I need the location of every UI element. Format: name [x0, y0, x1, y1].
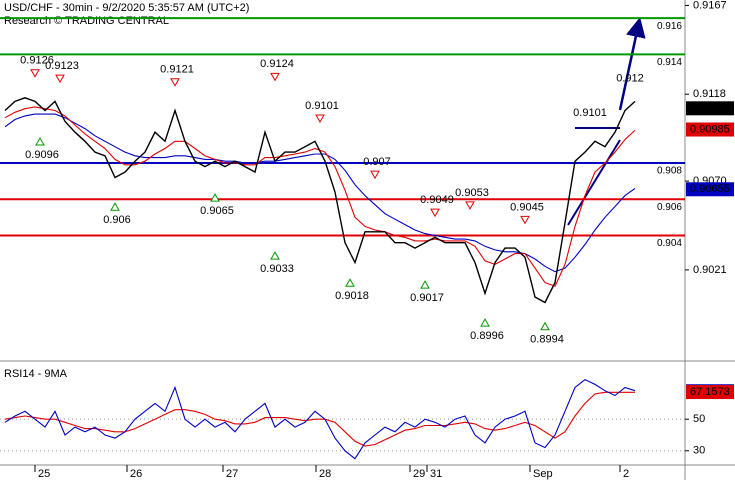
series-line — [4, 378, 636, 460]
price-tag — [686, 101, 734, 116]
swing-low-label: 0.9017 — [410, 292, 444, 304]
swing-low-marker — [480, 318, 490, 327]
swing-low-label: 0.9018 — [335, 290, 369, 302]
swing-high-label: 0.9053 — [455, 187, 489, 199]
swing-high-marker — [170, 78, 180, 87]
swing-high-marker — [30, 69, 40, 78]
swing-low-label: 0.9096 — [25, 149, 59, 161]
price-line — [4, 97, 636, 304]
swing-low-marker — [35, 137, 45, 146]
x-tick-label: 2 — [623, 468, 629, 480]
swing-high-marker — [55, 74, 65, 84]
series-line — [4, 113, 636, 273]
swing-high-label: 0.9124 — [260, 58, 294, 70]
price-label: 0.912 — [616, 72, 644, 84]
swing-high-marker — [465, 201, 475, 210]
y-tick-label: 30 — [693, 445, 705, 457]
swing-low-label: 0.8996 — [470, 330, 504, 342]
x-tick-label: 28 — [319, 468, 331, 480]
level-label: 0.916 — [657, 21, 682, 32]
swing-low-label: 0.9033 — [260, 263, 294, 275]
level-label: 0.908 — [657, 166, 682, 177]
swing-high-marker — [430, 208, 440, 218]
x-tick-label: 29 — [413, 468, 425, 480]
level-label: 0.904 — [657, 238, 682, 249]
x-tick-label: 26 — [130, 468, 142, 480]
y-tick-label: 0.9167 — [693, 0, 727, 11]
level-label: 0.906 — [657, 202, 682, 213]
price-tag — [686, 122, 734, 137]
swing-low-marker — [270, 251, 280, 260]
swing-high-label: 0.9101 — [305, 100, 339, 112]
forecast-arrow — [618, 17, 646, 111]
swing-high-marker — [520, 215, 530, 225]
x-tick-label: 27 — [226, 468, 238, 480]
swing-high-label: 0.9045 — [510, 201, 544, 213]
swing-high-marker — [315, 114, 325, 123]
swing-high-label: 0.9123 — [45, 60, 79, 72]
price-tag — [686, 182, 734, 197]
x-tick-label: Sep — [533, 468, 553, 480]
swing-low-marker — [345, 278, 355, 287]
chart-title: USD/CHF - 30min - 9/2/2020 5:35:57 AM (U… — [4, 2, 249, 14]
rsi-title: RSI14 - 9MA — [4, 368, 68, 380]
swing-high-marker — [370, 170, 380, 180]
swing-low-marker — [110, 202, 120, 211]
swing-low-label: 0.8994 — [530, 334, 564, 346]
series-line — [4, 391, 635, 447]
swing-low-label: 0.906 — [103, 214, 131, 226]
swing-low-marker — [420, 280, 430, 289]
x-tick-label: 31 — [430, 468, 442, 480]
swing-high-label: 0.9121 — [160, 64, 194, 76]
y-tick-label: 0.9021 — [693, 264, 727, 276]
level-label: 0.914 — [657, 57, 682, 68]
y-tick-label: 0.9118 — [693, 88, 726, 100]
chart-subtitle: Research © TRADING CENTRAL — [4, 15, 169, 27]
swing-high-label: 0.9126 — [20, 55, 54, 67]
y-tick-label: 50 — [693, 413, 705, 425]
swing-high-marker — [270, 72, 280, 82]
price-tag-label: 0.91102 — [690, 102, 729, 114]
price-label: 0.9101 — [573, 107, 607, 119]
swing-high-label: 0.9049 — [420, 194, 454, 206]
swing-high-label: 0.907 — [363, 156, 391, 168]
price-tag — [686, 385, 734, 400]
x-tick-label: 25 — [38, 468, 50, 480]
price-tag-label: 0.90655 — [690, 183, 730, 195]
swing-low-marker — [210, 193, 220, 202]
price-tag-label: 67.1573 — [690, 386, 730, 398]
trend-line — [567, 139, 621, 226]
swing-low-label: 0.9065 — [200, 205, 234, 217]
price-tag-label: 0.90985 — [690, 123, 730, 135]
swing-low-marker — [540, 321, 550, 331]
